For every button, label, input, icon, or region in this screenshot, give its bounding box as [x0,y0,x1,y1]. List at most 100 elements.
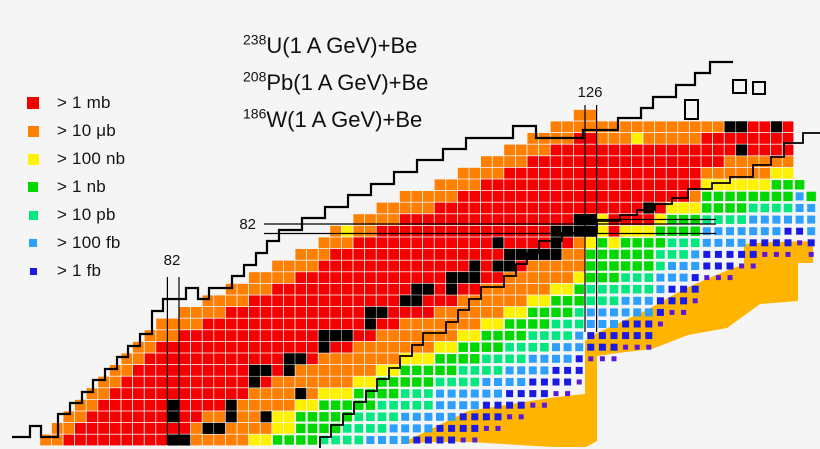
nuclide-cell [609,296,619,306]
nuclide-cell [353,283,365,295]
nuclide-cell [713,203,724,213]
nuclide-cell [214,399,225,411]
nuclide-cell [307,353,318,365]
nuclide-cell [540,354,549,363]
nuclide-cell [121,353,133,365]
nuclide-cell [747,133,759,144]
nuclide-cell [795,204,804,212]
nuclide-cell [620,225,631,237]
nuclide-cell [573,272,585,283]
nuclide-cell [771,180,782,190]
nuclide-cell [249,283,260,295]
nuclide-cell [796,227,804,235]
nuclide-cell [597,225,608,237]
nuclide-cell [260,423,272,434]
nuclide-cell [481,342,492,352]
nuclide-cell [457,272,469,284]
nuclide-cell [633,308,642,317]
nuclide-cell [330,353,341,365]
nuclide-cell [492,179,504,191]
nuclide-cell [692,298,698,304]
nuclide-cell [795,192,804,201]
nuclide-cell [689,133,701,144]
nuclide-cell [179,318,191,330]
nuclide-cell [726,238,734,247]
nuclide-cell [482,389,491,398]
nuclide-cell [272,411,283,423]
nuclide-cell [527,202,539,214]
nuclide-cell [506,390,514,398]
nuclide-cell [434,179,446,191]
nuclide-cell [295,330,307,341]
nuclide-cell [644,261,654,271]
nuclide-cell [621,296,630,305]
nuclide-cell [260,341,272,353]
nuclide-cell [715,275,721,281]
nuclide-cell [667,238,677,248]
nuclide-cell [725,203,735,213]
nuclide-cell [539,202,550,214]
nuclide-cell [457,167,469,179]
nuclide-cell [492,167,504,179]
legend-item: > 100 nb [18,145,125,173]
nuclide-cell [807,227,816,236]
nuclide-cell [167,330,179,341]
legend-swatch-cell [18,125,48,137]
nuclide-cell [225,353,237,365]
nuclide-cell [459,413,467,421]
nuclide-cell [539,307,550,318]
nuclide-cell [214,295,225,307]
nuclide-cell [504,260,516,272]
nuclide-cell [507,414,513,420]
nuclide-cell [573,144,585,156]
nuclide-cell [527,260,539,272]
nuclide-cell [121,423,133,434]
nuclide-cell [679,262,688,270]
nuclide-cell [167,434,179,446]
nuclide-cell [762,251,768,257]
nuclide-cell [680,285,688,293]
nuclide-cell [783,203,793,213]
isolated-known-nuclide-box [732,79,747,94]
nuclide-cell [354,388,364,399]
nuclide-cell [807,204,816,212]
nuclide-cell [646,344,652,350]
nuclide-cell [539,295,550,307]
nuclide-cell [376,306,388,318]
nuclide-cell [808,251,814,257]
nuclide-cell [529,390,537,398]
nuclide-cell [610,332,618,340]
nuclide-cell [668,285,676,293]
nuclide-cell [655,144,666,156]
nuclide-cell [307,412,318,422]
nuclide-cell [365,365,376,376]
nuclide-cell [470,366,480,375]
nuclide-cell [481,307,492,318]
nuclide-cell [272,283,283,295]
nuclide-cell [249,434,260,446]
nuclide-cell [772,227,781,236]
nuclide-cell [608,191,620,202]
nuclide-cell [528,342,538,352]
nuclide-cell [539,167,550,179]
nuclide-cell [399,353,411,365]
nuclide-cell [518,414,524,420]
nuclide-cell [237,283,249,295]
nuclide-cell [527,191,539,202]
nuclide-cell [75,411,86,423]
nuclide-cell [713,179,724,191]
nuclide-cell [225,423,237,434]
nuclide-cell [109,423,121,434]
nuclide-cell [296,423,306,434]
nuclide-cell [608,144,620,156]
nuclide-cell [388,202,399,214]
nuclide-cell [631,167,643,179]
nuclide-cell [585,156,597,167]
nuclide-cell [388,307,399,318]
nuclide-cell [411,260,423,272]
nuclide-cell [342,435,352,445]
nuclide-cell [575,366,583,374]
nuclide-cell [528,307,538,318]
nuclide-cell [330,423,341,434]
nuclide-cell [575,355,583,363]
